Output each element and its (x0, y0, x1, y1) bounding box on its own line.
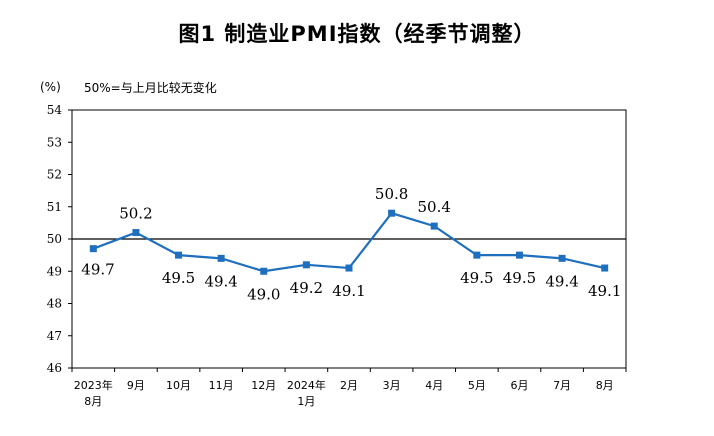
chart-note: 50%=与上月比较无变化 (84, 81, 217, 95)
data-label: 49.0 (247, 285, 280, 303)
chart-title: 图1 制造业PMI指数（经季节调整） (178, 22, 536, 46)
data-point (515, 251, 523, 259)
x-tick-label: 2月 (340, 379, 358, 392)
x-tick-label: 12月 (251, 379, 276, 392)
data-label: 50.4 (418, 198, 451, 216)
y-tick-label: 49 (47, 264, 62, 278)
y-tick-label: 52 (47, 168, 62, 182)
data-point (217, 254, 225, 262)
data-point (430, 222, 438, 230)
data-point (558, 254, 566, 262)
data-label: 49.1 (332, 282, 365, 300)
data-label: 49.5 (503, 269, 536, 287)
data-point (302, 261, 310, 269)
y-tick-label: 50 (47, 232, 62, 246)
data-label: 49.5 (460, 269, 493, 287)
label-layer: 49.7 50.2 49.5 49.4 49.0 49.2 49.1 50.8 50.4 49.5… (81, 185, 621, 303)
x-tick-label: 6月 (510, 379, 528, 392)
data-point (345, 264, 353, 272)
series-layer (89, 209, 609, 275)
x-tick-label: 9月 (127, 379, 145, 392)
axes-layer: 46 47 48 49 50 51 52 53 54 2023年 8月 9月 10月 11月 12月 2024… (47, 103, 627, 408)
y-tick-label: 51 (47, 200, 62, 214)
data-point (473, 251, 481, 259)
y-tick-label: 53 (47, 135, 62, 149)
data-point (132, 229, 140, 237)
y-unit-label: (%) (40, 80, 61, 94)
x-tick-label: 2024年 (287, 378, 326, 392)
x-tick-label-line2: 1月 (297, 395, 315, 408)
series-line (92, 211, 605, 273)
data-label: 49.4 (545, 272, 578, 290)
x-tick-label: 8月 (596, 379, 614, 392)
x-tick-label: 4月 (425, 379, 443, 392)
y-tick-label: 47 (47, 329, 62, 343)
data-label: 49.7 (81, 261, 114, 279)
data-point (89, 245, 97, 253)
y-tick-label: 54 (47, 103, 63, 117)
x-tick-label-line2: 8月 (84, 395, 102, 408)
data-label: 50.8 (375, 185, 408, 203)
y-tick-label: 46 (47, 361, 62, 375)
x-tick-label: 3月 (383, 379, 401, 392)
data-label: 49.1 (588, 282, 621, 300)
data-label: 49.2 (290, 279, 323, 297)
x-tick-label: 11月 (209, 379, 234, 392)
x-tick-label: 7月 (553, 379, 571, 392)
data-point (388, 209, 396, 217)
data-point (601, 264, 609, 272)
data-label: 49.5 (162, 269, 195, 287)
x-tick-label: 5月 (468, 379, 486, 392)
x-tick-label: 2023年 (74, 378, 113, 392)
y-tick-label: 48 (47, 297, 62, 311)
data-point (175, 251, 183, 259)
data-point (260, 267, 268, 275)
x-tick-label: 10月 (166, 379, 191, 392)
data-label: 49.4 (204, 272, 237, 290)
data-label: 50.2 (119, 205, 152, 223)
